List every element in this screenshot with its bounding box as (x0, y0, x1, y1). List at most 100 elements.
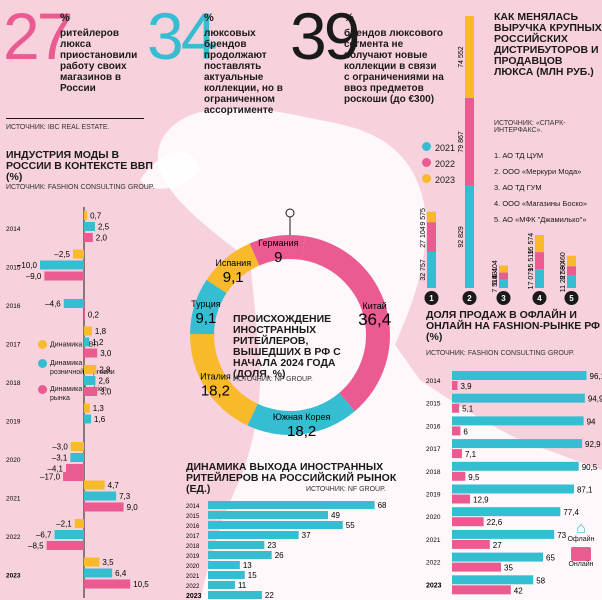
industry-label-2022-2: –8,5 (28, 542, 44, 551)
share-year-2016: 2016 (426, 423, 441, 430)
exits-bar-2022 (208, 581, 235, 589)
share-bar-2014-Онлайн (452, 381, 458, 390)
industry-year-2021: 2021 (6, 496, 21, 503)
industry-legend: Динамика ВВП Динамика розничной торговли… (38, 340, 118, 403)
exits-year-2014: 2014 (186, 504, 200, 510)
share-label-2015-Онлайн: 5,1 (462, 405, 474, 414)
share-label-2020-Онлайн: 22,6 (487, 518, 503, 527)
exits-bar-2017 (208, 531, 299, 539)
industry-label-2017-1: 1,2 (92, 338, 104, 347)
revenue-bar-5-2022 (567, 266, 576, 276)
revenue-bar-2-2021 (465, 185, 474, 288)
exits-label-2014: 68 (378, 501, 387, 510)
industry-bar-2020-1 (70, 453, 84, 462)
company-2: 2. ООО «Меркури Мода» (494, 167, 582, 176)
industry-label-2020-2: –4,1 (47, 465, 63, 474)
industry-label-2015-0: –2,5 (54, 250, 70, 259)
legend-offline: Офлайн (567, 536, 595, 543)
share-year-2017: 2017 (426, 446, 441, 453)
share-year-2019: 2019 (426, 492, 441, 499)
industry-label-2017-2: 3,0 (100, 349, 112, 358)
exits-year-2016: 2016 (186, 524, 200, 530)
hanger-icon: ⌂ (576, 520, 586, 537)
industry-bar-2019-1 (84, 414, 92, 424)
industry-title: ИНДУСТРИЯ МОДЫ В РОССИИ В КОНТЕКСТЕ ВВП … (6, 149, 153, 183)
stat-1-source: ИСТОЧНИК: IBC REAL ESTATE. (6, 124, 110, 131)
revenue-legend: 2021 2022 2023 (422, 140, 455, 188)
industry-bar-2020-0 (70, 442, 84, 451)
legend-online: Онлайн (568, 561, 594, 568)
share-bar-2022-Онлайн (452, 562, 501, 572)
industry-label-2020-1: –3,1 (52, 454, 68, 463)
industry-bar-2020-extra (63, 472, 84, 481)
stat-3-number: 39 (290, 0, 360, 73)
industry-bar-2018-0 (84, 365, 97, 374)
revenue-label-4-2022: 15 519 (528, 250, 535, 272)
share-year-2018: 2018 (426, 469, 441, 476)
company-1: 1. АО ТД ЦУМ (494, 151, 544, 160)
share-bar-2018-Онлайн (452, 471, 466, 481)
share-label-2018-Онлайн: 9,5 (468, 473, 480, 482)
exits-label-2020: 13 (243, 561, 252, 570)
exits-source: ИСТОЧНИК: NF GROUP. (306, 486, 386, 493)
stat-2-number: 34 (147, 0, 217, 73)
industry-label-2021-0: 4,7 (108, 481, 120, 490)
exits-label-2022: 11 (238, 581, 247, 590)
industry-label-2023-2: 10,5 (133, 580, 149, 589)
industry-label-2019-1: 1,6 (94, 415, 106, 424)
legend-2023: 2023 (422, 172, 455, 188)
industry-year-2022: 2022 (6, 534, 21, 541)
revenue-label-3-2021: 7 514 (492, 275, 499, 293)
revenue-bar-1-2022 (427, 222, 436, 252)
share-label-2019-Офлайн: 87,1 (577, 486, 593, 495)
share-year-2022: 2022 (426, 560, 441, 567)
revenue-bar-2-2023 (465, 16, 474, 99)
share-bar-2023-Онлайн (452, 585, 511, 595)
revenue-bar-1-2023 (427, 211, 436, 223)
revenue-label-5-2021: 11 227 (560, 271, 567, 292)
stat-2-text: люксовых брендов продолжают поставлять а… (204, 28, 283, 116)
donut-value-5: 9 (274, 249, 282, 266)
exits-year-2015: 2015 (186, 514, 200, 520)
donut-name-2: Италия (200, 372, 231, 382)
revenue-label-1-2023: 9 575 (420, 208, 427, 226)
share-label-2019-Онлайн: 12,9 (473, 496, 489, 505)
industry-year-2015: 2015 (6, 265, 21, 272)
industry-bar-2017-2 (84, 348, 98, 358)
share-label-2023-Офлайн: 58 (536, 576, 545, 585)
revenue-label-2-2022: 79 867 (458, 131, 465, 153)
industry-bar-2017-1 (84, 337, 90, 347)
exits-bar-2021 (208, 571, 245, 579)
donut-source: ИСТОЧНИК: NF GROUP. (233, 376, 313, 383)
industry-label-2020-extra: –17,0 (40, 473, 61, 482)
share-bar-2020-Офлайн (452, 507, 561, 517)
revenue-label-1-2022: 27 104 (420, 226, 427, 248)
industry-bar-2022-2 (46, 541, 84, 550)
share-label-2020-Офлайн: 77,4 (563, 508, 579, 517)
share-bar-2015-Онлайн (452, 403, 460, 413)
revenue-badge-label-2: 2 (467, 294, 472, 303)
share-year-2021: 2021 (426, 537, 441, 544)
share-label-2021-Офлайн: 73 (557, 531, 566, 540)
share-label-2017-Офлайн: 92,9 (585, 440, 601, 449)
exits-year-2023: 2023 (186, 593, 202, 600)
share-label-2014-Онлайн: 3,9 (460, 382, 472, 391)
share-year-2014: 2014 (426, 378, 441, 385)
share-label-2016-Онлайн: 6 (463, 427, 468, 436)
revenue-label-4-2023: 15 574 (528, 233, 535, 255)
share-label-2014-Офлайн: 96,1 (590, 372, 602, 381)
revenue-bar-3-2022 (499, 272, 508, 280)
revenue-source: ИСТОЧНИК: «СПАРК-ИНТЕРФАКС». (494, 120, 566, 134)
share-bar-2017-Офлайн (452, 439, 583, 449)
revenue-badge-label-4: 4 (537, 294, 542, 303)
donut-name-5: Германия (258, 238, 298, 248)
share-label-2022-Онлайн: 35 (504, 564, 513, 573)
exits-bar-2018 (208, 541, 265, 549)
revenue-companies: 1. АО ТД ЦУМ 2. ООО «Меркури Мода» 3. АО… (494, 148, 602, 228)
exits-label-2021: 15 (248, 571, 257, 580)
industry-year-2019: 2019 (6, 419, 21, 426)
industry-label-2014-1: 2,5 (98, 223, 110, 232)
legend-dot-2023 (422, 174, 431, 183)
industry-year-2016: 2016 (6, 303, 21, 310)
